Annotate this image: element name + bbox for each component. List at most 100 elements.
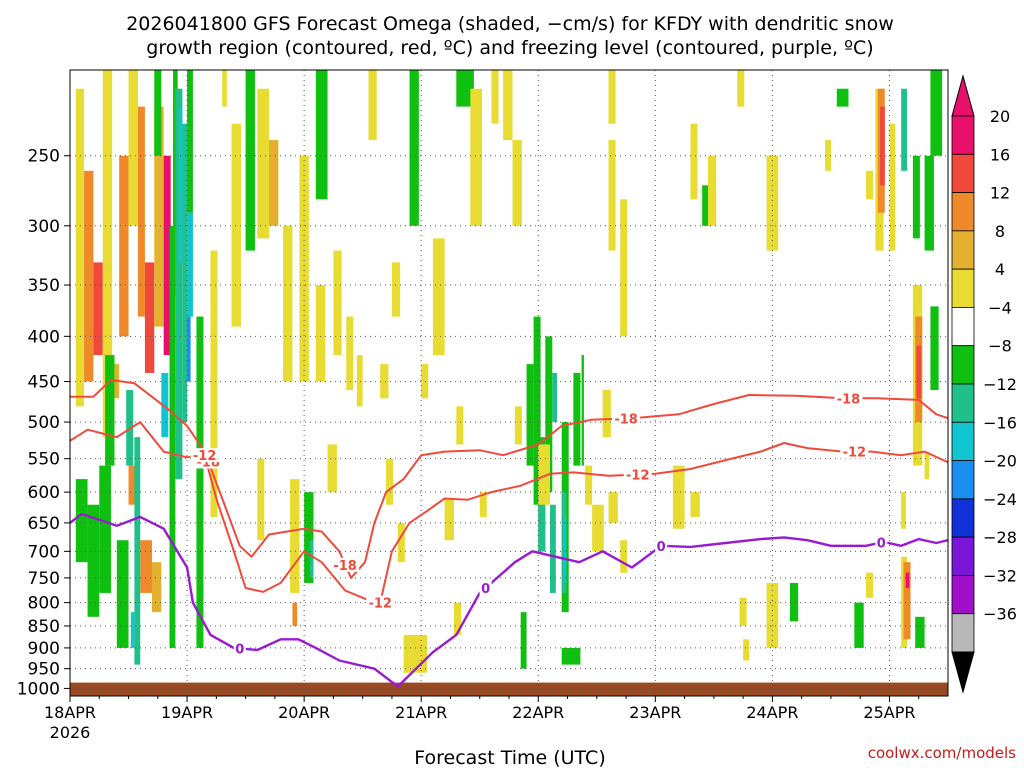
omega-cell — [533, 316, 541, 505]
contour-label-bg — [331, 557, 360, 572]
omega-cell — [222, 70, 227, 107]
omega-cell — [552, 372, 557, 423]
colorbar-label: −12 — [983, 375, 1017, 394]
omega-cell — [210, 250, 218, 517]
y-tick-label: 650 — [28, 514, 60, 534]
omega-cell — [99, 465, 111, 593]
omega-cell — [346, 316, 354, 391]
y-tick-label: 400 — [28, 327, 60, 347]
colorbar-label: −36 — [983, 605, 1017, 624]
omega-cell — [690, 123, 698, 200]
contour-label-bg — [834, 391, 863, 406]
omega-cell — [327, 444, 337, 493]
colorbar: 20 16 12 8 4 −4 −8 −12 −16 −20 −24 −28 −32 −36 — [951, 74, 1017, 694]
omega-cell — [380, 364, 389, 399]
contour-label: -18 — [837, 392, 861, 407]
contour-label-bg — [233, 641, 246, 656]
colorbar-label: −24 — [983, 490, 1017, 509]
contour-label: -12 — [843, 446, 867, 461]
credit-text: coolwx.com/models — [868, 744, 1016, 762]
colorbar-swatch — [951, 153, 975, 193]
omega-cell — [93, 262, 103, 356]
x-tick-year: 2026 — [50, 723, 91, 742]
omega-cell — [161, 372, 169, 438]
omega-cell — [825, 140, 831, 171]
x-tick-label: 18APR — [44, 703, 96, 722]
contour-label-bg — [612, 411, 641, 426]
y-tick-label: 300 — [28, 217, 60, 237]
omega-cell — [608, 70, 616, 124]
contour-label-bg — [875, 535, 888, 550]
omega-cell — [368, 70, 377, 141]
colorbar-swatch — [951, 268, 975, 308]
x-tick-label: 24APR — [746, 703, 798, 722]
contour-label-bg — [366, 595, 395, 610]
colorbar-label: 20 — [990, 107, 1010, 126]
omega-cell — [456, 70, 474, 107]
omega-cell — [105, 355, 115, 466]
omega-cell — [178, 106, 183, 263]
omega-cell — [930, 70, 943, 156]
colorbar-label: −32 — [983, 566, 1017, 585]
omega-cell — [87, 504, 100, 617]
omega-cell — [608, 140, 616, 251]
chart-title-line2: growth region (contoured, red, ºC) and f… — [146, 37, 873, 59]
contour-label: 0 — [657, 540, 666, 555]
omega-cell — [573, 372, 581, 466]
x-axis-label: Forecast Time (UTC) — [414, 747, 605, 768]
omega-cell — [453, 602, 462, 635]
omega-cell — [456, 406, 464, 445]
omega-cell — [880, 106, 885, 186]
ground-fill — [70, 682, 948, 696]
colorbar-label: −8 — [988, 337, 1012, 356]
contour-label-bg — [479, 580, 492, 595]
y-tick-label: 800 — [28, 594, 60, 614]
omega-cell — [137, 106, 145, 317]
y-tick-label: 700 — [28, 542, 60, 562]
y-tick-label: 500 — [28, 413, 60, 433]
omega-cell — [491, 70, 499, 124]
omega-cell — [620, 540, 628, 573]
omega-cell — [144, 262, 155, 373]
omega-cell — [421, 364, 429, 399]
colorbar-swatch — [951, 345, 975, 385]
omega-cell — [102, 70, 113, 438]
omega-cell — [924, 155, 934, 251]
omega-cell — [75, 88, 85, 407]
omega-cell — [592, 504, 604, 552]
omega-cell — [739, 597, 747, 626]
omega-cell — [901, 492, 906, 529]
omega-cell — [912, 155, 920, 239]
x-tick-label: 19APR — [161, 703, 213, 722]
colorbar-bottom-arrow — [951, 651, 975, 694]
omega-cell — [581, 355, 584, 466]
ground-layer — [70, 682, 948, 696]
y-tick-label: 450 — [28, 373, 60, 393]
omega-cell — [299, 155, 309, 382]
colorbar-label: 12 — [990, 184, 1010, 203]
colorbar-label: 8 — [995, 222, 1005, 241]
colorbar-swatch — [951, 498, 975, 538]
omega-cell — [538, 465, 546, 552]
omega-cell — [231, 123, 241, 327]
colorbar-swatch — [951, 192, 975, 232]
contour-label: -12 — [193, 449, 217, 464]
omega-cell — [403, 634, 428, 673]
omega-cell — [737, 70, 745, 107]
y-axis: 2503003504004505005506006507007508008509… — [17, 147, 70, 699]
contour-label: 0 — [481, 582, 490, 597]
omega-cell — [128, 465, 138, 505]
omega-cell — [602, 390, 611, 438]
omega-cell — [175, 88, 183, 480]
omega-cell — [512, 140, 522, 226]
colorbar-label: −20 — [983, 452, 1017, 471]
omega-cell — [119, 155, 129, 337]
y-tick-label: 550 — [28, 450, 60, 470]
omega-cell — [163, 155, 171, 356]
omega-cell — [257, 88, 270, 239]
omega-cell — [545, 336, 553, 493]
omega-cell — [140, 540, 152, 593]
omega-cell — [585, 465, 593, 505]
colorbar-swatch — [951, 383, 975, 423]
omega-cell — [503, 70, 513, 141]
